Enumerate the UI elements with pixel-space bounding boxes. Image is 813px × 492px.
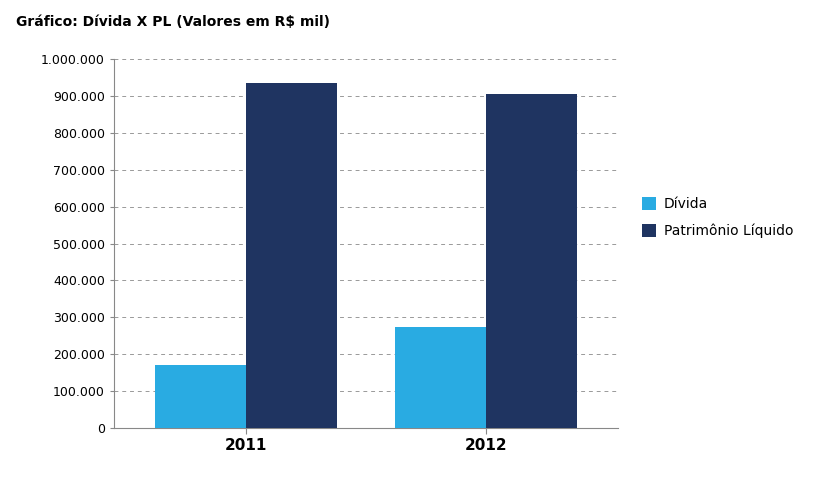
Text: Gráfico: Dívida X PL (Valores em R$ mil): Gráfico: Dívida X PL (Valores em R$ mil) (16, 15, 330, 29)
Bar (486, 94, 577, 428)
Bar (154, 365, 246, 428)
Legend: Dívida, Patrimônio Líquido: Dívida, Patrimônio Líquido (635, 190, 801, 245)
Bar (394, 327, 486, 428)
Bar (246, 83, 337, 428)
